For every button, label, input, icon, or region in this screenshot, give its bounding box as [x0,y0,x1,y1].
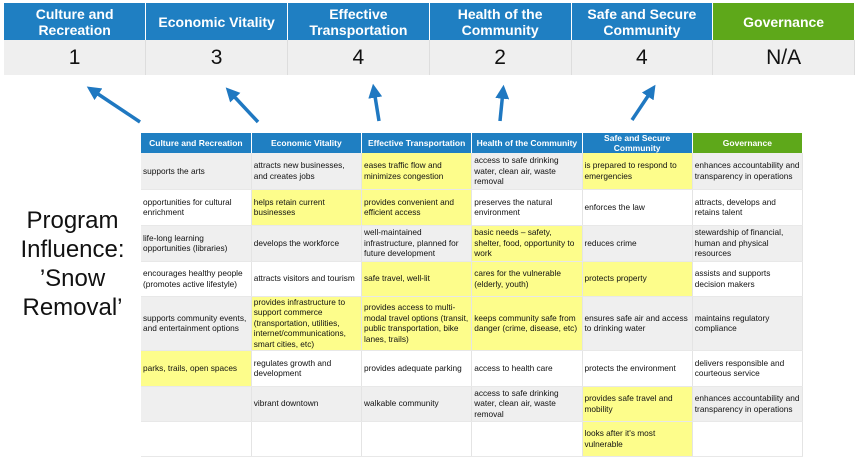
grid-cell [141,421,252,457]
grid-cell: well-maintained infrastructure, planned … [361,225,473,262]
grid-cell: supports community events, and entertain… [141,296,252,351]
grid-cell: enhances accountability and transparency… [692,153,804,190]
grid-cell: preserves the natural environment [471,189,583,226]
grid-cell: reduces crime [582,225,693,262]
grid-cell: protects the environment [582,350,693,387]
grid-cell: access to safe drinking water, clean air… [471,153,583,190]
score-value: 1 [4,40,147,75]
grid-cell [361,421,473,457]
grid-cell: safe travel, well-lit [361,261,473,297]
arrow-icon [86,86,141,124]
grid-cell: encourages healthy people (promotes acti… [141,261,252,297]
grid-cell: access to health care [471,350,583,387]
table-row: opportunities for cultural enrichment hel… [141,189,804,226]
program-influence-label: Program Influence: ’Snow Removal’ [20,207,125,321]
score-value: 2 [429,40,572,75]
score-value: N/A [712,40,855,75]
grid-header: Health of the Community [471,133,583,153]
grid-header: Economic Vitality [251,133,363,153]
grid-cell: protects property [582,261,693,297]
arrows [86,83,656,124]
grid-cell: life-long learning opportunities (librar… [141,225,252,262]
grid-cell: basic needs – safety, shelter, food, opp… [471,225,583,262]
score-header: Health of the Community [429,3,572,40]
grid-cell: cares for the vulnerable (elderly, youth… [471,261,583,297]
table-row: vibrant downtown walkable community access… [141,386,804,422]
table-row: parks, trails, open spaces regulates grow… [141,350,804,387]
grid-cell: provides access to multi-modal travel op… [361,296,473,351]
grid-cell: delivers responsible and courteous servi… [692,350,804,387]
table-row: encourages healthy people (promotes acti… [141,261,804,297]
table-row: life-long learning opportunities (librar… [141,225,804,262]
grid-cell: provides safe travel and mobility [582,386,693,422]
score-value: 3 [145,40,288,75]
grid-cell: ensures safe air and access to drinking … [582,296,693,351]
grid-header: Safe and Secure Community [582,133,693,153]
grid-cell: enhances accountability and transparency… [692,386,804,422]
table-row: supports community events, and entertain… [141,296,804,351]
grid-cell: provides infrastructure to support comme… [251,296,363,351]
arrow-icon [368,83,383,122]
grid-cell: regulates growth and development [251,350,363,387]
table-row: supports the arts attracts new businesses… [141,153,804,190]
arrow-icon [495,84,510,122]
grid-cell: develops the workforce [251,225,363,262]
grid-cell: is prepared to respond to emergencies [582,153,693,190]
grid-cell: parks, trails, open spaces [141,350,252,387]
grid-cell: attracts, develops and retains talent [692,189,804,226]
grid-cell: stewardship of financial, human and phys… [692,225,804,262]
score-header: Safe and Secure Community [571,3,714,40]
grid-cell: helps retain current businesses [251,189,363,226]
grid-cell: enforces the law [582,189,693,226]
grid-cell: attracts new businesses, and creates job… [251,153,363,190]
grid-cell: attracts visitors and tourism [251,261,363,297]
objectives-grid: Culture and Recreation Economic Vitality E… [141,133,804,457]
grid-cell: provides convenient and efficient access [361,189,473,226]
grid-cell: assists and supports decision makers [692,261,804,297]
score-value: 4 [287,40,430,75]
arrow-icon [630,84,656,121]
grid-cell: maintains regulatory compliance [692,296,804,351]
arrow-icon [225,87,260,124]
score-value: 4 [571,40,714,75]
grid-header: Effective Transportation [361,133,473,153]
grid-cell: looks after it's most vulnerable [582,421,693,457]
grid-cell [251,421,363,457]
grid-cell: keeps community safe from danger (crime,… [471,296,583,351]
grid-cell: opportunities for cultural enrichment [141,189,252,226]
score-header: Effective Transportation [287,3,430,40]
score-table: Culture and Recreation Economic Vitality E… [4,3,855,75]
grid-cell [141,386,252,422]
grid-cell: supports the arts [141,153,252,190]
grid-header: Governance [692,133,804,153]
grid-cell [471,421,583,457]
grid-header: Culture and Recreation [141,133,252,153]
grid-cell: eases traffic flow and minimizes congest… [361,153,473,190]
grid-cell: vibrant downtown [251,386,363,422]
grid-cell [692,421,804,457]
grid-cell: walkable community [361,386,473,422]
score-header: Culture and Recreation [4,3,147,40]
grid-cell: provides adequate parking [361,350,473,387]
score-header: Economic Vitality [145,3,288,40]
grid-cell: access to safe drinking water, clean air… [471,386,583,422]
table-row: looks after it's most vulnerable [141,421,804,457]
score-header: Governance [712,3,855,40]
